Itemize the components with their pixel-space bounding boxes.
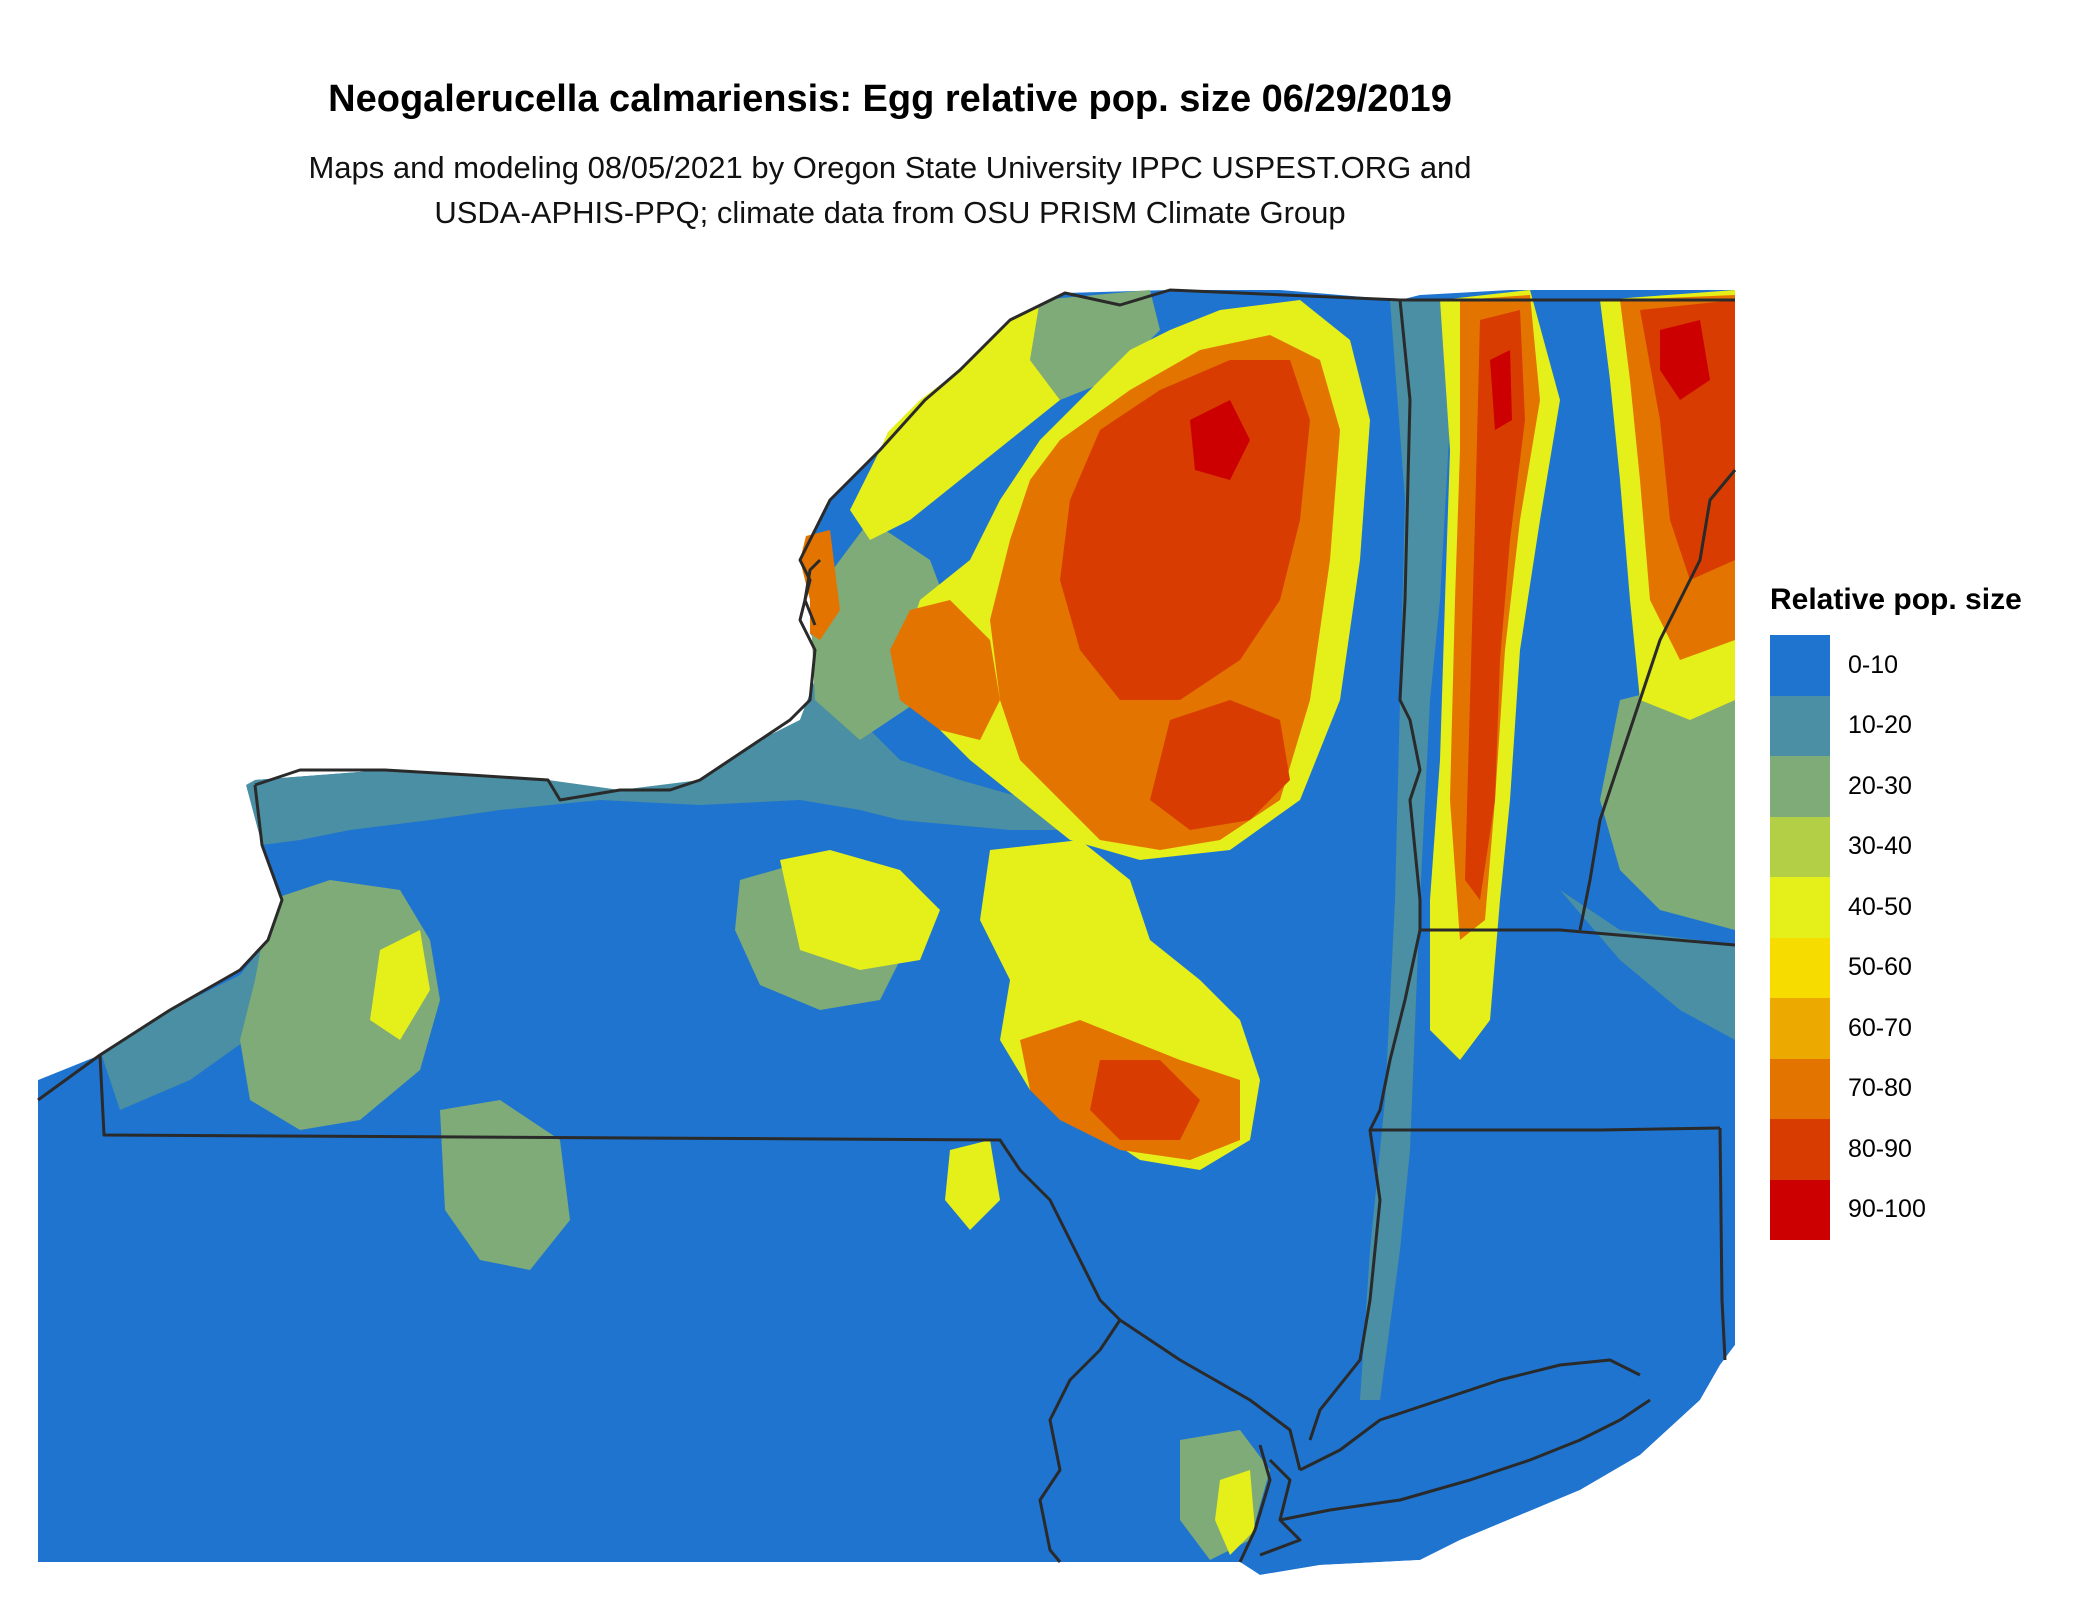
border-vt-ma <box>1420 928 1736 947</box>
map-subtitle-line-1: Maps and modeling 08/05/2021 by Oregon S… <box>308 150 1472 185</box>
legend-label: 70-80 <box>1848 1074 1912 1103</box>
border-ny-north <box>254 288 1735 802</box>
legend-item: 40-50 <box>1770 877 2022 938</box>
legend-label: 40-50 <box>1848 892 1912 921</box>
legend-item: 60-70 <box>1770 998 2022 1059</box>
map-zone-80-90 <box>1465 310 1525 900</box>
legend-item: 50-60 <box>1770 937 2022 998</box>
legend-title: Relative pop. size <box>1770 583 2022 616</box>
lake-ontario <box>38 285 1065 785</box>
shoreline-st-lawrence <box>803 558 822 626</box>
lake-erie <box>38 785 282 1080</box>
map-zone-70-80 <box>890 600 1000 740</box>
map-zone-80-90 <box>1150 700 1290 830</box>
map-zone-80-90 <box>1090 1060 1200 1140</box>
legend-label: 30-40 <box>1848 832 1912 861</box>
legend-item: 0-10 <box>1770 635 2022 696</box>
border-ny-vt <box>1398 299 1422 930</box>
shoreline-long-island-north <box>1299 1358 1641 1472</box>
legend-swatch <box>1770 1179 1830 1240</box>
legend-item: 20-30 <box>1770 756 2022 817</box>
map-zone-20-30 <box>240 880 440 1130</box>
legend-label: 60-70 <box>1848 1013 1912 1042</box>
map-zone-10-20 <box>1560 890 1735 1040</box>
shoreline-hudson-harbor <box>1238 1444 1272 1563</box>
map-zone-90-100 <box>1660 320 1710 400</box>
map-zone-20-30 <box>1030 290 1160 400</box>
legend-swatch <box>1770 1119 1830 1180</box>
border-vt-nh <box>1578 469 1737 931</box>
legend-swatch <box>1770 998 1830 1059</box>
map-subtitle-line-2: USDA-APHIS-PPQ; climate data from OSU PR… <box>434 195 1346 230</box>
map-zone-40-50 <box>1215 1470 1255 1555</box>
legend-label: 50-60 <box>1848 953 1912 982</box>
legend-item: 30-40 <box>1770 816 2022 877</box>
legend-swatch <box>1770 756 1830 817</box>
atlantic-ocean <box>1240 1345 1735 1607</box>
legend-item: 70-80 <box>1770 1058 2022 1119</box>
border-pa-nj <box>1038 1319 1122 1563</box>
map-zone-10-20 <box>100 940 300 1110</box>
map-legend: Relative pop. size 0-10 10-20 20-30 30-4… <box>1770 583 2022 1240</box>
shoreline-long-island-south <box>1279 1398 1651 1522</box>
legend-swatch <box>1770 877 1830 938</box>
legend-swatch <box>1770 816 1830 877</box>
border-ny-nj <box>1119 1318 1302 1471</box>
map-zone-10-20 <box>1360 300 1450 1400</box>
map-zone-40-50 <box>850 300 1060 540</box>
map-zone-40-50 <box>370 930 430 1040</box>
legend-item: 90-100 <box>1770 1179 2022 1240</box>
legend-swatch <box>1770 937 1830 998</box>
legend-item: 80-90 <box>1770 1119 2022 1180</box>
legend-swatch <box>1770 695 1830 756</box>
legend-item: 10-20 <box>1770 695 2022 756</box>
border-ct-ri <box>1718 1127 1727 1361</box>
border-ny-west <box>37 784 284 1102</box>
state-borders <box>37 288 1737 1563</box>
map-title: Neogalerucella calmariensis: Egg relativ… <box>328 78 1452 120</box>
legend-items: 0-10 10-20 20-30 30-40 40-50 50-60 60-70… <box>1770 635 2022 1240</box>
map-zone-40-50 <box>780 850 940 970</box>
map-zone-90-100 <box>1490 350 1512 430</box>
map-zone-20-30 <box>1600 680 1735 930</box>
map-zone-90-100 <box>1190 400 1250 480</box>
border-ny-ct-ma <box>1308 929 1422 1441</box>
border-ny-pa <box>98 1054 1122 1322</box>
legend-swatch <box>1770 1058 1830 1119</box>
border-ma-ct <box>1370 1126 1721 1132</box>
legend-label: 0-10 <box>1848 650 1899 679</box>
legend-label: 10-20 <box>1848 711 1912 740</box>
map-zone-40-50 <box>945 1140 1000 1230</box>
legend-label: 20-30 <box>1848 771 1912 800</box>
legend-label: 90-100 <box>1848 1195 1926 1224</box>
shoreline-long-island-west <box>1259 1458 1302 1557</box>
map-zone-20-30 <box>440 1100 570 1270</box>
legend-label: 80-90 <box>1848 1134 1912 1163</box>
legend-swatch <box>1770 635 1830 696</box>
